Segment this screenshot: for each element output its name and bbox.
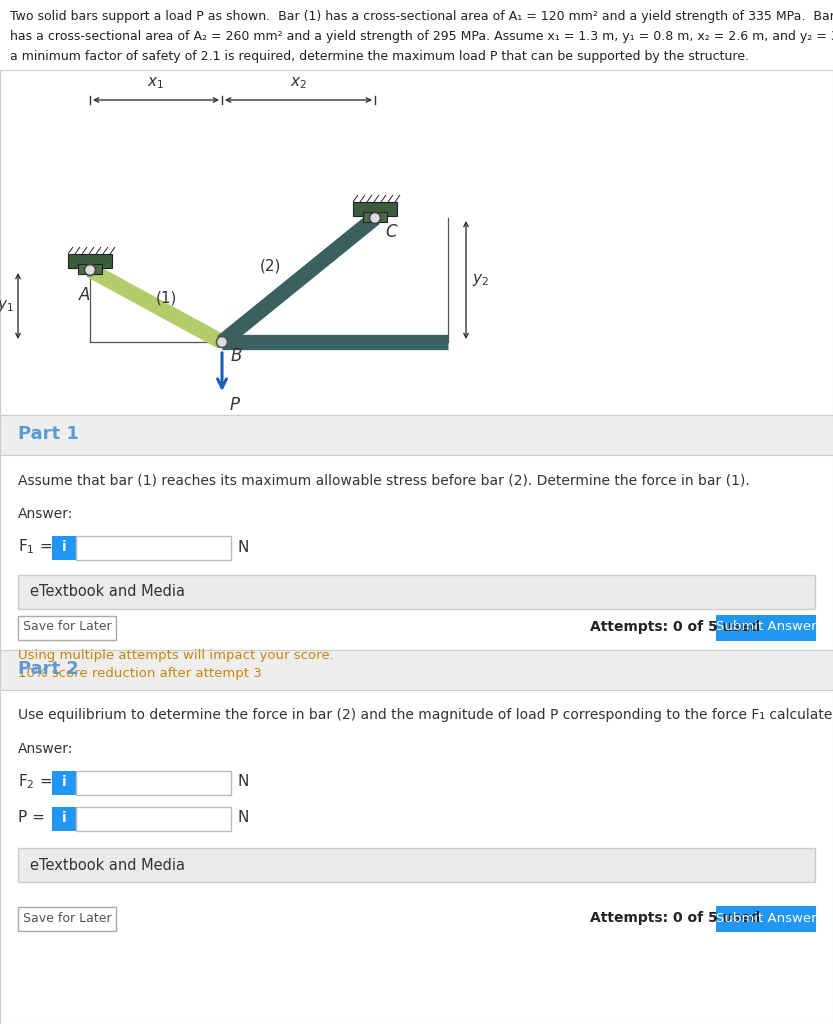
Text: Submit Answer: Submit Answer [716, 911, 816, 925]
Bar [76, 771, 231, 795]
Bar [0, 70, 833, 415]
Text: Answer:: Answer: [18, 742, 73, 756]
Text: $y_2$: $y_2$ [472, 272, 489, 288]
Bar [52, 536, 76, 560]
Text: N: N [238, 774, 249, 790]
Bar [353, 202, 397, 216]
Bar [52, 771, 76, 795]
Bar [0, 690, 833, 1024]
Text: Use equilibrium to determine the force in bar (2) and the magnitude of load P co: Use equilibrium to determine the force i… [18, 708, 833, 722]
Bar [716, 615, 816, 641]
Text: $B$: $B$ [230, 347, 242, 365]
Bar [68, 254, 112, 268]
Text: N: N [238, 811, 249, 825]
Text: N: N [238, 540, 249, 555]
Circle shape [217, 337, 227, 347]
Bar [76, 807, 231, 831]
Text: (1): (1) [155, 291, 177, 305]
Bar [76, 536, 231, 560]
Text: Submit Answer: Submit Answer [716, 621, 816, 634]
Text: F$_2$ =: F$_2$ = [18, 773, 52, 792]
Bar [0, 0, 833, 70]
Bar [0, 650, 833, 690]
Text: Part 1: Part 1 [18, 425, 79, 443]
Text: i: i [62, 540, 67, 554]
Text: 10% score reduction after attempt 3: 10% score reduction after attempt 3 [18, 667, 262, 680]
Bar [52, 807, 76, 831]
Text: eTextbook and Media: eTextbook and Media [30, 585, 185, 599]
Bar [78, 264, 102, 274]
Text: P =: P = [18, 811, 45, 825]
Text: a minimum factor of safety of 2.1 is required, determine the maximum load P that: a minimum factor of safety of 2.1 is req… [10, 50, 749, 63]
Text: Attempts: 0 of 5 used: Attempts: 0 of 5 used [590, 911, 761, 925]
Bar [18, 575, 815, 609]
Text: Using multiple attempts will impact your score.: Using multiple attempts will impact your… [18, 649, 334, 662]
Text: $C$: $C$ [385, 223, 398, 241]
Text: Part 2: Part 2 [18, 660, 79, 678]
Bar [0, 415, 833, 455]
Text: i: i [62, 811, 67, 825]
Text: i: i [62, 775, 67, 790]
Text: $x_1$: $x_1$ [147, 76, 165, 91]
Text: Attempts: 0 of 5 used: Attempts: 0 of 5 used [590, 620, 761, 634]
Bar [0, 455, 833, 650]
Text: Answer:: Answer: [18, 507, 73, 521]
Circle shape [84, 264, 96, 275]
Text: $A$: $A$ [78, 286, 92, 304]
Text: $P$: $P$ [229, 396, 241, 414]
Text: Save for Later: Save for Later [22, 621, 112, 634]
Text: $y_1$: $y_1$ [0, 298, 14, 314]
Bar [716, 906, 816, 932]
Text: Two solid bars support a load P as shown.  Bar (1) has a cross-sectional area of: Two solid bars support a load P as shown… [10, 10, 833, 23]
Circle shape [370, 213, 381, 223]
Text: F$_1$ =: F$_1$ = [18, 538, 52, 556]
Text: $x_2$: $x_2$ [290, 76, 307, 91]
Text: (2): (2) [260, 258, 282, 273]
Text: has a cross-sectional area of A₂ = 260 mm² and a yield strength of 295 MPa. Assu: has a cross-sectional area of A₂ = 260 m… [10, 30, 833, 43]
Text: Assume that bar (1) reaches its maximum allowable stress before bar (2). Determi: Assume that bar (1) reaches its maximum … [18, 473, 750, 487]
Text: Save for Later: Save for Later [22, 911, 112, 925]
Bar [18, 907, 116, 931]
Text: eTextbook and Media: eTextbook and Media [30, 857, 185, 872]
Bar [18, 848, 815, 882]
Bar [363, 212, 387, 222]
Bar [18, 616, 116, 640]
